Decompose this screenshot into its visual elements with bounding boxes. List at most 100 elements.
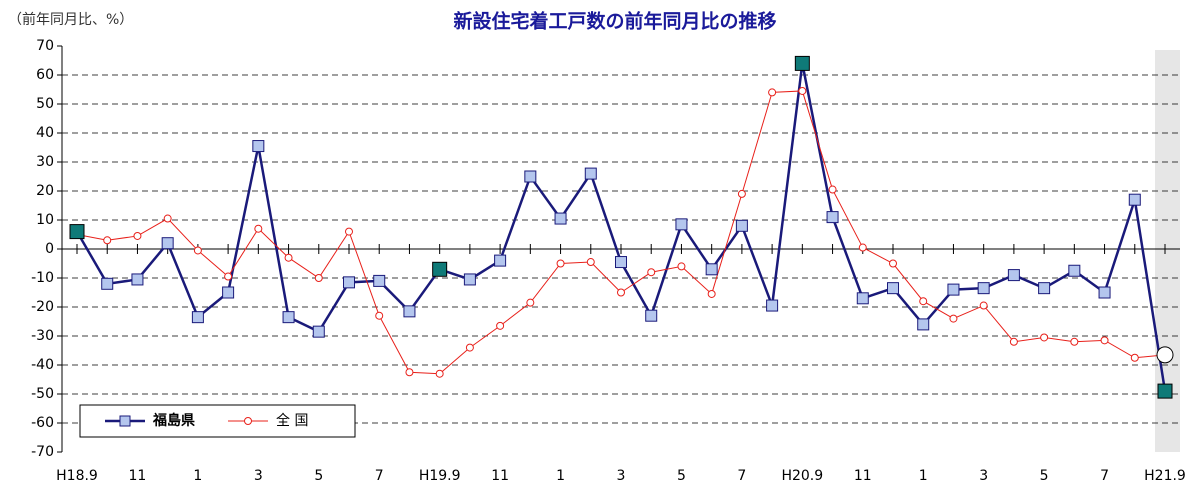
- x-tick-label: 11: [491, 468, 509, 484]
- point-marker: [979, 301, 988, 310]
- point-marker: [163, 214, 172, 223]
- point-marker: [677, 262, 686, 271]
- point-marker: [889, 259, 897, 268]
- point-marker: [1157, 383, 1173, 399]
- x-tick-label: 1: [919, 468, 928, 484]
- legend-marker: [244, 417, 252, 425]
- point-marker: [798, 86, 807, 95]
- point-marker: [222, 286, 235, 299]
- point-marker: [1128, 193, 1141, 206]
- point-marker: [161, 237, 174, 250]
- y-tick-label: -10: [31, 270, 54, 286]
- point-marker: [917, 318, 930, 331]
- point-marker: [496, 321, 505, 330]
- point-marker: [1098, 286, 1111, 299]
- x-tick-label: 7: [1100, 468, 1109, 484]
- point-marker: [131, 273, 144, 286]
- point-marker: [403, 305, 416, 318]
- point-marker: [494, 254, 507, 267]
- point-marker: [947, 283, 960, 296]
- point-marker: [343, 276, 355, 289]
- legend: 福島県 全 国: [105, 412, 308, 429]
- x-tick-label: 1: [556, 468, 565, 484]
- point-marker: [794, 55, 810, 71]
- point-marker: [586, 258, 595, 267]
- y-axis-label: （前年同月比、%）: [8, 11, 133, 28]
- point-marker: [768, 88, 777, 97]
- point-marker: [133, 231, 142, 240]
- x-tick-label: 7: [737, 468, 746, 484]
- point-marker: [766, 299, 779, 312]
- point-marker: [584, 167, 597, 180]
- point-marker: [284, 253, 293, 262]
- point-marker: [282, 311, 295, 324]
- y-tick-label: 50: [36, 96, 54, 112]
- point-marker: [707, 289, 716, 298]
- point-marker: [1038, 282, 1051, 295]
- point-marker: [828, 185, 837, 194]
- series-line: [75, 63, 1167, 392]
- point-marker: [826, 211, 839, 224]
- y-tick-label: 70: [36, 38, 54, 54]
- x-tick-label: 7: [375, 468, 384, 484]
- point-marker: [556, 259, 565, 268]
- point-marker: [432, 261, 448, 277]
- y-tick-label: -50: [31, 386, 54, 402]
- point-marker: [1007, 269, 1020, 282]
- x-tick-label: 5: [677, 468, 686, 484]
- point-marker: [1040, 333, 1049, 342]
- point-marker: [1156, 346, 1174, 364]
- x-tick-label: 3: [979, 468, 988, 484]
- point-marker: [675, 218, 688, 231]
- x-tick-label: H19.9: [419, 468, 461, 484]
- point-marker: [735, 219, 748, 232]
- point-marker: [645, 309, 658, 322]
- point-marker: [858, 243, 867, 252]
- point-marker: [949, 314, 958, 323]
- y-tick-label: -30: [31, 328, 54, 344]
- point-marker: [465, 343, 474, 352]
- y-tick-label: 20: [36, 183, 54, 199]
- point-marker: [524, 170, 537, 183]
- point-marker: [1009, 337, 1018, 346]
- y-tick-label: -60: [31, 415, 54, 431]
- x-tick-label: H20.9: [781, 468, 823, 484]
- point-marker: [101, 277, 114, 290]
- point-marker: [977, 282, 990, 295]
- x-tick-label: H21.9: [1144, 468, 1186, 484]
- y-tick-label: 60: [36, 67, 54, 83]
- x-tick-label: 1: [193, 468, 202, 484]
- point-marker: [435, 369, 444, 378]
- chart-title: 新設住宅着工戸数の前年同月比の推移: [453, 10, 776, 33]
- point-marker: [193, 246, 202, 255]
- point-marker: [312, 325, 325, 338]
- y-tick-label: -40: [31, 357, 54, 373]
- point-marker: [526, 298, 535, 307]
- grid: -70 -60 -50 -40 -30 -20 -10 0 10 20 30 40 50 60 70 H18.…: [31, 38, 1186, 484]
- point-marker: [69, 224, 85, 240]
- point-marker: [737, 189, 746, 198]
- y-tick-label: -70: [31, 444, 54, 460]
- x-tick-label: 3: [254, 468, 263, 484]
- x-tick-label: 11: [129, 468, 147, 484]
- point-marker: [705, 263, 718, 276]
- x-tick-label: 11: [854, 468, 872, 484]
- legend-label: 全 国: [276, 412, 308, 429]
- point-marker: [463, 273, 476, 286]
- point-marker: [405, 368, 414, 377]
- point-marker: [224, 272, 233, 281]
- y-tick-label: 10: [36, 212, 54, 228]
- point-marker: [647, 268, 656, 277]
- y-tick-label: 30: [36, 154, 54, 170]
- point-marker: [1068, 264, 1081, 277]
- point-marker: [856, 292, 869, 305]
- point-marker: [887, 282, 899, 295]
- point-marker: [554, 212, 567, 225]
- point-marker: [1100, 336, 1109, 345]
- point-marker: [314, 274, 323, 282]
- x-tick-label: H18.9: [56, 468, 98, 484]
- legend-label: 福島県: [152, 412, 195, 429]
- point-marker: [375, 311, 384, 320]
- point-marker: [919, 297, 928, 306]
